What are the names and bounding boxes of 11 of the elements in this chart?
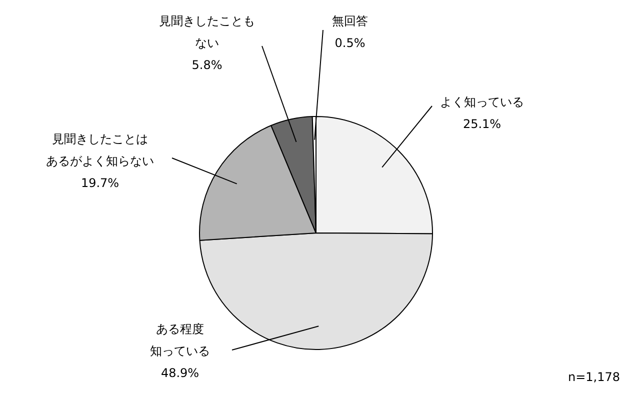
slice-label: 無回答 <box>332 14 368 28</box>
slice-label: 見聞きしたこともない <box>159 14 255 50</box>
data-label: 25.1% <box>462 117 502 132</box>
data-label: 5.8% <box>192 58 222 72</box>
slice-label: ある程度知っている <box>150 322 210 358</box>
text: n=1,178 <box>568 370 620 384</box>
data-label: 48.9% <box>160 366 200 380</box>
slice-label: よく知っている <box>440 95 524 110</box>
data-label: 0.5% <box>334 36 366 50</box>
data-label: 19.7% <box>80 176 120 190</box>
slice-label: 見聞きしたことはあるがよく知らない <box>46 132 154 168</box>
